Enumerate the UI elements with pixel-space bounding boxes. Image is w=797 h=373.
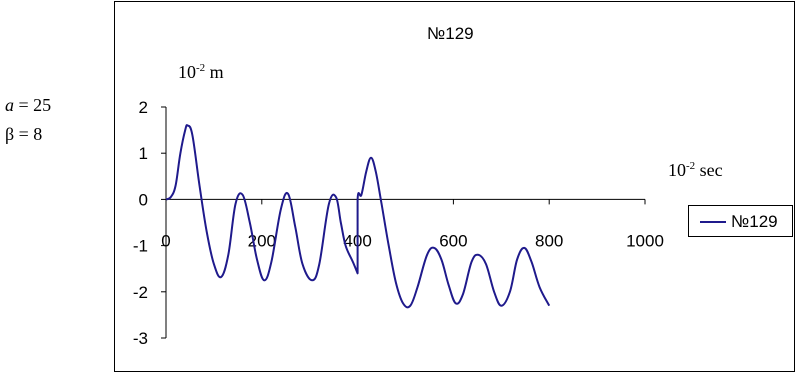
y-tick-label: -1 <box>133 237 148 256</box>
chart-legend: №129 <box>688 205 793 237</box>
y-tick-label: -2 <box>133 283 148 302</box>
y-tick-label: 1 <box>139 144 148 163</box>
y-tick-label: 0 <box>139 190 148 209</box>
x-tick-label: 1000 <box>626 231 664 250</box>
x-axis-unit: 10-2 sec <box>668 160 723 181</box>
y-unit-exponent: -2 <box>196 62 206 74</box>
y-unit-text: m <box>205 62 224 82</box>
x-unit-text: sec <box>695 160 723 180</box>
param-a-symbol: a <box>5 95 14 115</box>
chart-axes <box>165 107 645 338</box>
x-unit-base: 10 <box>668 160 686 180</box>
x-tick-label: 800 <box>535 231 563 250</box>
series-line <box>165 124 551 309</box>
chart-title: №129 <box>427 24 474 43</box>
y-unit-base: 10 <box>178 62 196 82</box>
legend-series-swatch <box>700 221 726 223</box>
param-beta-label: β = 8 <box>5 124 43 144</box>
chart-series-group <box>165 124 551 309</box>
y-axis-unit: 10-2 m <box>178 62 224 83</box>
x-unit-exponent: -2 <box>686 160 696 172</box>
y-tick-label: -3 <box>133 329 148 348</box>
y-tick-label: 2 <box>139 98 148 117</box>
param-a-label: a = 25 <box>5 95 51 116</box>
param-a-value: = 25 <box>14 95 52 115</box>
chart-ticks: 210-1-2-30 200 400 600 800 1000 <box>133 98 664 348</box>
x-tick-label: 600 <box>439 231 467 250</box>
legend-series-label: №129 <box>731 212 778 231</box>
x-tick-label: 0 <box>161 231 170 250</box>
chart-frame <box>114 1 795 372</box>
